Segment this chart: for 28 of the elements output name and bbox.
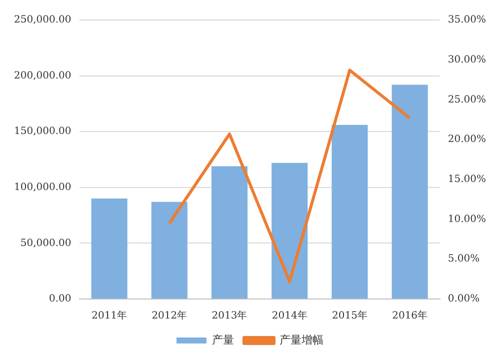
y2-tick-label: 20.00%: [448, 134, 486, 146]
x-tick-label: 2016年: [392, 310, 428, 322]
legend-label: 产量: [212, 333, 234, 346]
x-tick-label: 2014年: [272, 310, 308, 322]
y2-tick-label: 30.00%: [448, 54, 486, 66]
y2-tick-label: 0.00%: [448, 294, 480, 305]
x-tick-label: 2012年: [152, 310, 188, 322]
legend-label: 产量增幅: [280, 333, 324, 346]
y2-tick-label: 25.00%: [448, 94, 486, 106]
bar: [272, 162, 308, 298]
y2-tick-label: 5.00%: [448, 254, 480, 265]
bar: [392, 84, 428, 298]
y2-tick-label: 35.00%: [448, 14, 486, 26]
bar: [332, 124, 368, 298]
bar: [91, 198, 128, 298]
y-tick-label: 50,000.00: [20, 238, 72, 249]
y-tick-label: 100,000.00: [14, 182, 72, 193]
bar: [211, 166, 248, 298]
x-tick-label: 2013年: [212, 310, 248, 322]
y-tick-label: 150,000.00: [14, 126, 72, 138]
y-tick-label: 250,000.00: [14, 14, 72, 26]
y-tick-label: 0.00: [48, 294, 72, 305]
bar: [151, 202, 188, 298]
y2-tick-label: 15.00%: [448, 174, 486, 186]
x-tick-label: 2011年: [92, 310, 128, 322]
y-tick-label: 200,000.00: [14, 70, 72, 82]
y2-tick-label: 10.00%: [448, 214, 486, 225]
x-tick-label: 2015年: [332, 310, 368, 322]
